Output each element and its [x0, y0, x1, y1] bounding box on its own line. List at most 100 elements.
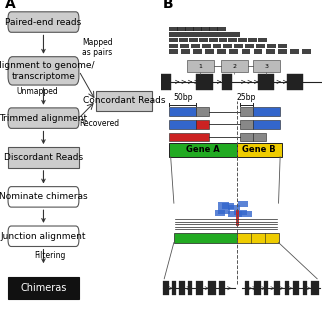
Bar	[208, 281, 216, 295]
FancyBboxPatch shape	[8, 226, 79, 246]
Text: Gene A: Gene A	[186, 145, 220, 154]
Bar	[187, 60, 214, 72]
Bar	[234, 44, 243, 48]
Bar	[278, 44, 287, 48]
Bar	[193, 49, 202, 54]
Text: Mapped
as pairs: Mapped as pairs	[82, 38, 113, 57]
Bar	[189, 38, 198, 42]
FancyBboxPatch shape	[8, 186, 79, 207]
Bar	[242, 49, 251, 54]
Bar	[223, 44, 232, 48]
Bar	[205, 32, 214, 37]
Bar	[213, 44, 222, 48]
Text: Paired-end reads: Paired-end reads	[5, 18, 81, 26]
Bar	[169, 107, 196, 116]
Bar	[209, 27, 218, 31]
Bar	[287, 74, 303, 90]
Bar	[8, 277, 79, 299]
Text: Junction alignment: Junction alignment	[1, 232, 86, 241]
Bar	[196, 74, 213, 90]
FancyBboxPatch shape	[8, 108, 79, 129]
Bar	[177, 27, 186, 31]
Bar	[169, 142, 237, 157]
Bar	[237, 233, 279, 243]
Bar	[196, 32, 205, 37]
Text: Nominate chimeras: Nominate chimeras	[0, 192, 88, 201]
Text: Chimeras: Chimeras	[20, 283, 67, 293]
Bar	[278, 49, 287, 54]
Bar	[202, 44, 211, 48]
Bar	[196, 107, 209, 116]
Bar	[218, 202, 229, 208]
Bar	[311, 281, 319, 295]
Text: Trimmed alignment: Trimmed alignment	[0, 114, 88, 123]
Text: Alignment to genome/
transcriptome: Alignment to genome/ transcriptome	[0, 61, 94, 81]
Text: Recovered: Recovered	[80, 119, 120, 128]
Bar	[238, 38, 247, 42]
Bar	[96, 90, 152, 111]
Text: Discordant Reads: Discordant Reads	[4, 153, 83, 162]
Bar	[191, 44, 200, 48]
Text: Gene B: Gene B	[242, 145, 276, 154]
Bar	[293, 281, 299, 295]
Bar	[219, 38, 227, 42]
Bar	[178, 32, 187, 37]
Bar	[285, 281, 289, 295]
Bar	[228, 205, 240, 210]
Bar	[245, 281, 249, 295]
Text: Filtering: Filtering	[35, 251, 66, 260]
Bar	[205, 49, 214, 54]
Bar	[172, 281, 176, 295]
Bar	[221, 60, 248, 72]
Bar	[290, 49, 299, 54]
Bar	[237, 211, 251, 217]
Bar	[196, 281, 203, 295]
Text: 3: 3	[264, 64, 269, 69]
Bar	[245, 44, 254, 48]
Bar	[254, 281, 261, 295]
Text: Unmapped: Unmapped	[16, 88, 58, 96]
Bar	[256, 44, 265, 48]
Bar	[228, 211, 242, 217]
Text: 1: 1	[198, 64, 203, 69]
Bar	[185, 27, 194, 31]
Text: Concordant Reads: Concordant Reads	[83, 96, 165, 105]
Bar	[240, 107, 253, 116]
Bar	[163, 281, 169, 295]
Bar	[217, 27, 226, 31]
Bar	[240, 133, 253, 141]
Bar	[267, 44, 276, 48]
Bar	[239, 201, 248, 207]
Bar	[222, 203, 234, 209]
Bar	[303, 281, 307, 295]
Text: B: B	[163, 0, 173, 11]
Bar	[253, 133, 266, 141]
Bar	[169, 38, 178, 42]
Text: 25bp: 25bp	[237, 93, 256, 102]
Text: A: A	[5, 0, 15, 11]
Bar	[193, 27, 202, 31]
Bar	[223, 32, 232, 37]
Bar	[169, 27, 178, 31]
Bar	[196, 120, 209, 129]
Bar	[179, 38, 188, 42]
Bar	[237, 142, 282, 157]
Bar	[302, 49, 311, 54]
Bar	[229, 49, 238, 54]
FancyBboxPatch shape	[8, 12, 79, 32]
Bar	[201, 27, 210, 31]
Text: 50bp: 50bp	[173, 93, 193, 102]
Bar	[8, 147, 79, 168]
Bar	[253, 120, 280, 129]
Bar	[169, 32, 178, 37]
Text: 2: 2	[232, 64, 236, 69]
Bar	[232, 32, 241, 37]
Bar	[254, 49, 262, 54]
Bar	[274, 281, 280, 295]
Bar	[169, 133, 209, 141]
Bar	[222, 74, 232, 90]
Bar	[174, 233, 237, 243]
Bar	[169, 44, 178, 48]
Bar	[219, 281, 225, 295]
Bar	[187, 32, 196, 37]
